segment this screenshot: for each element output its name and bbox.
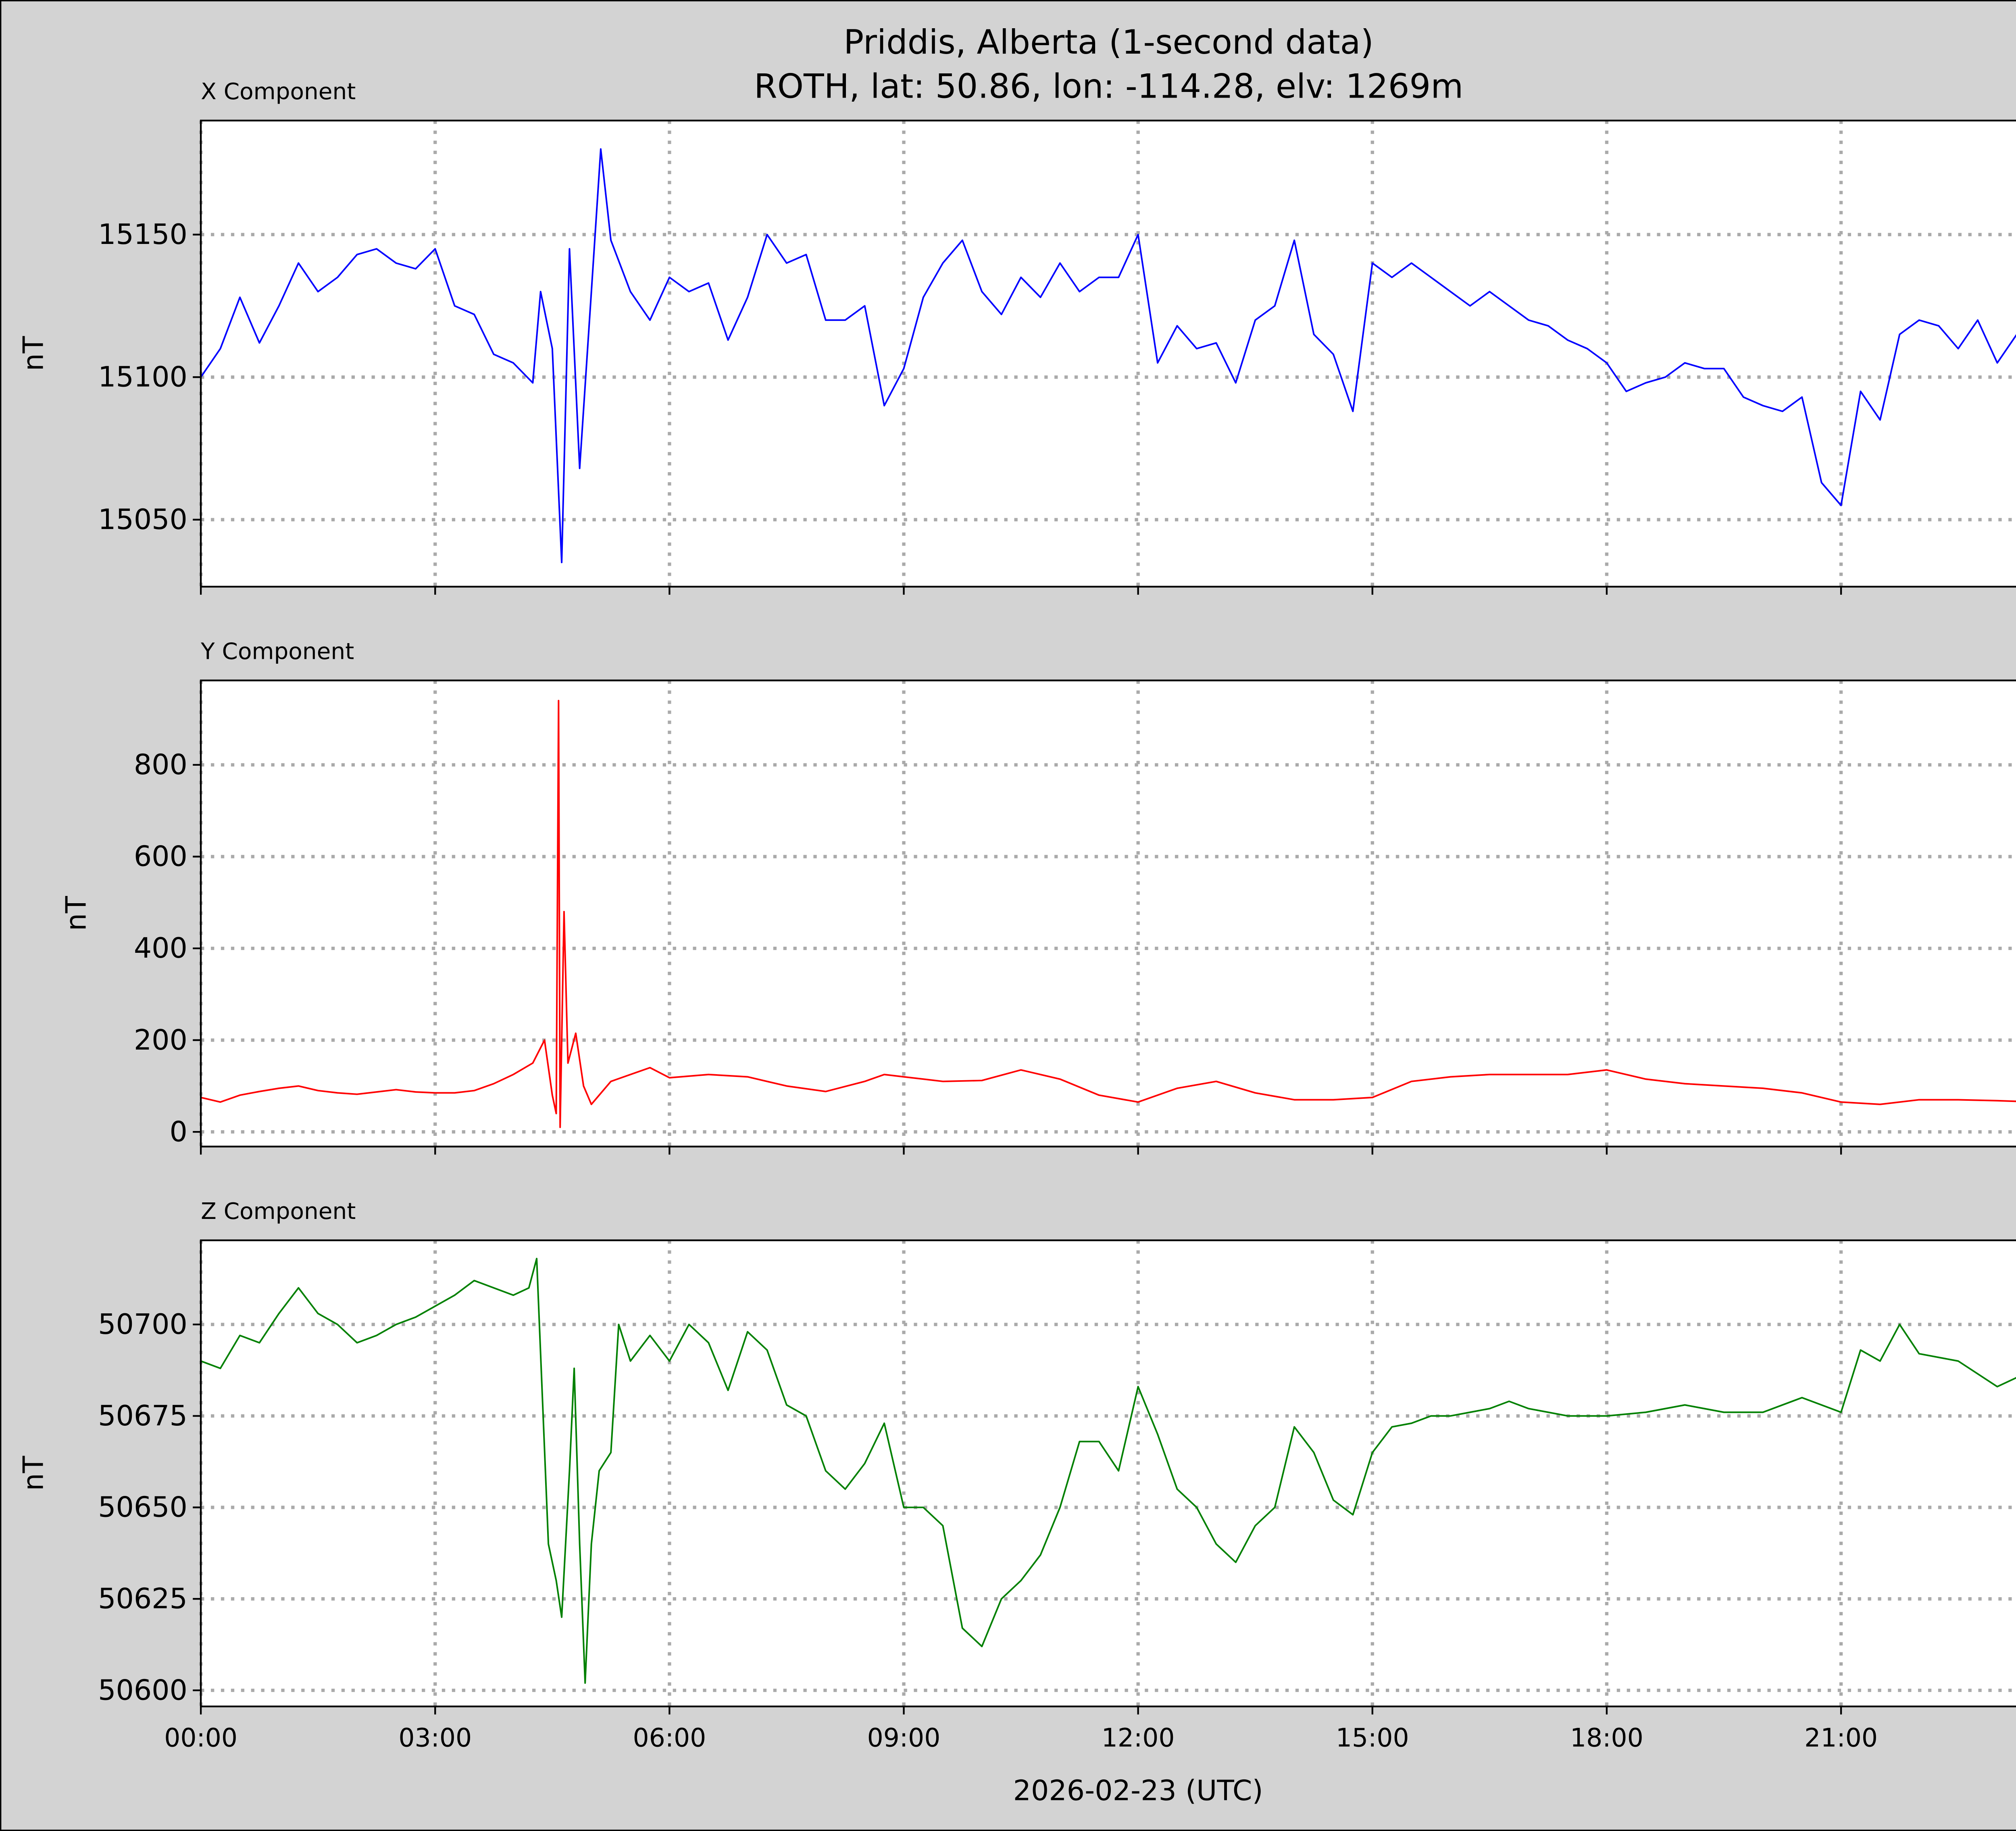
plot-frame [200,679,2016,1148]
y-tick-label: 50650 [98,1491,187,1524]
data-line [200,700,2016,1128]
figure-subtitle: ROTH, lat: 50.86, lon: -114.28, elv: 126… [754,67,1463,106]
x-tick-label: 12:00 [1102,1723,1175,1753]
subplot-title: Z Component [201,1198,356,1225]
plot-frame [200,119,2016,588]
data-line [200,1258,2016,1684]
y-tick-label: 15050 [98,503,187,536]
x-tick-label: 06:00 [633,1723,706,1753]
y-tick-label: 200 [134,1024,187,1056]
subplot-title: X Component [201,79,356,105]
y-tick-label: 800 [134,748,187,781]
plot-frame [200,1239,2016,1708]
figure-title: Priddis, Alberta (1-second data) [843,23,1374,62]
x-axis-label: 2026-02-23 (UTC) [1013,1775,1263,1807]
y-tick-label: 0 [170,1115,187,1148]
x-tick-label: 15:00 [1336,1723,1409,1753]
y-tick-label: 50625 [98,1583,187,1615]
subplot-title: Y Component [200,638,354,664]
y-tick-label: 50700 [98,1308,187,1341]
y-axis-label: nT [17,1456,50,1491]
x-tick-label: 00:00 [164,1723,237,1753]
x-tick-label: 18:00 [1570,1723,1643,1753]
x-tick-label: 09:00 [867,1723,941,1753]
y-axis-label: nT [17,336,50,371]
data-line [200,148,2016,563]
y-tick-label: 15100 [98,361,187,394]
y-tick-label: 400 [134,932,187,964]
y-tick-label: 15150 [98,218,187,251]
plot-area [201,680,2016,1147]
plot-area [201,1240,2016,1707]
x-tick-label: 21:00 [1804,1723,1878,1753]
y-tick-label: 50675 [98,1400,187,1432]
plot-area [201,120,2016,587]
x-tick-label: 03:00 [398,1723,472,1753]
y-tick-label: 50600 [98,1674,187,1706]
y-tick-label: 600 [134,840,187,873]
y-axis-label: nT [60,896,93,931]
